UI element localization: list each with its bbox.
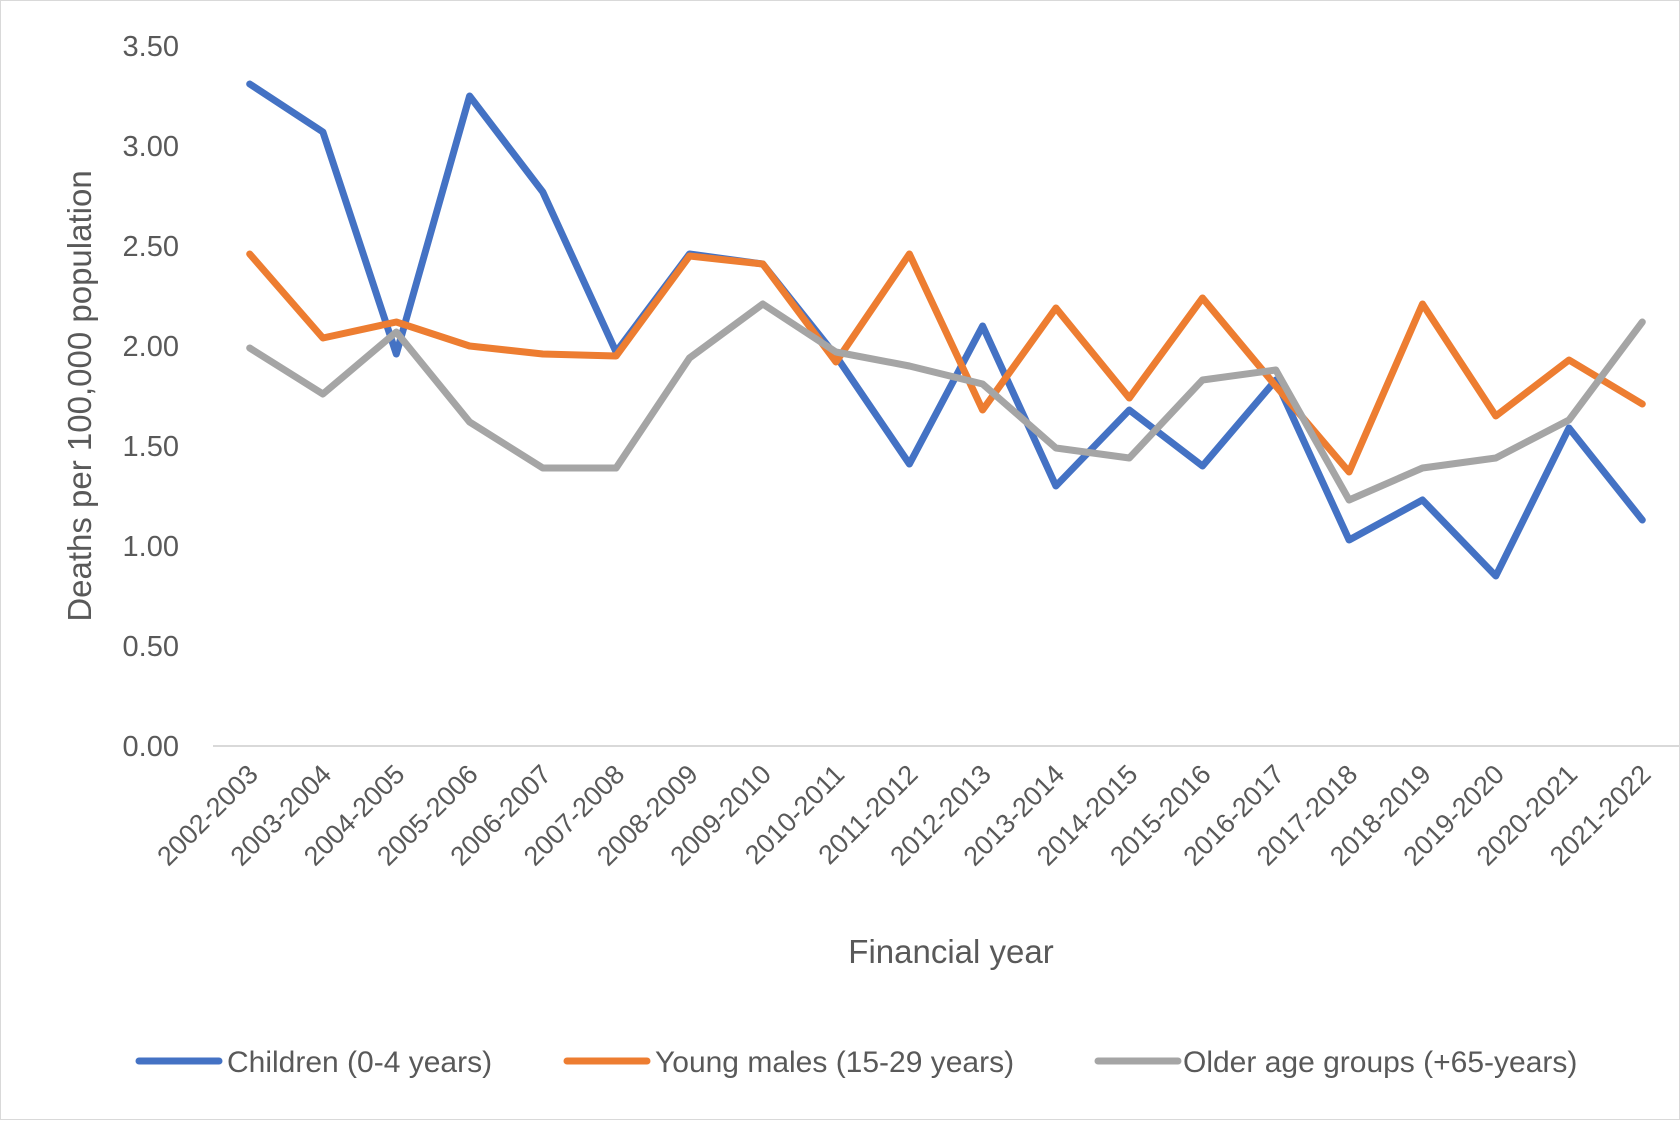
y-tick-label: 0.50 [123,631,179,663]
series-lines [246,80,1646,580]
y-tick-label: 2.00 [123,331,179,363]
y-axis-ticks: 0.00 0.50 1.00 1.50 2.00 2.50 3.00 3.50 [123,31,179,763]
y-tick-label: 1.50 [123,431,179,463]
legend-label-1: Young males (15-29 years) [655,1046,1014,1079]
legend-label-0: Children (0-4 years) [227,1046,492,1079]
series-line-2 [246,300,1646,504]
legend-label-2: Older age groups (+65-years) [1183,1046,1577,1079]
y-tick-label: 2.50 [123,231,179,263]
x-axis-title: Financial year [848,933,1053,970]
series-line-1 [246,250,1646,476]
y-tick-label: 0.00 [123,731,179,763]
y-axis-title: Deaths per 100,000 population [61,170,98,621]
y-tick-label: 3.00 [123,131,179,163]
series-line-0 [246,80,1646,580]
legend: Children (0-4 years) Young males (15-29 y… [135,1046,1577,1079]
y-tick-label: 1.00 [123,531,179,563]
x-axis-ticks: 2002-20032003-20042004-20052005-20062006… [151,759,1656,872]
y-tick-label: 3.50 [123,31,179,63]
